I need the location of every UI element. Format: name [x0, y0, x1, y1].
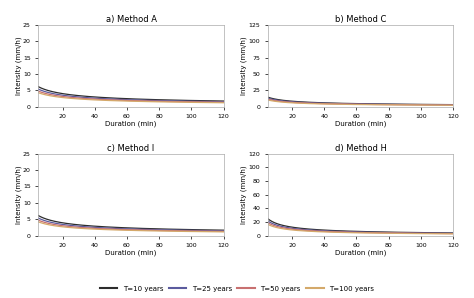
Title: b) Method C: b) Method C	[335, 15, 386, 24]
X-axis label: Duration (min): Duration (min)	[335, 121, 386, 127]
X-axis label: Duration (min): Duration (min)	[105, 121, 157, 127]
Title: c) Method I: c) Method I	[108, 144, 155, 153]
Y-axis label: Intensity (mm/h): Intensity (mm/h)	[15, 36, 21, 95]
Y-axis label: Intensity (mm/h): Intensity (mm/h)	[241, 36, 247, 95]
Legend: T=10 years, T=25 years, T=50 years, T=100 years: T=10 years, T=25 years, T=50 years, T=10…	[97, 283, 377, 294]
Title: d) Method H: d) Method H	[335, 144, 386, 153]
Title: a) Method A: a) Method A	[106, 15, 156, 24]
Y-axis label: Intensity (mm/h): Intensity (mm/h)	[241, 165, 247, 224]
X-axis label: Duration (min): Duration (min)	[105, 250, 157, 256]
X-axis label: Duration (min): Duration (min)	[335, 250, 386, 256]
Y-axis label: Intensity (mm/h): Intensity (mm/h)	[15, 165, 21, 224]
